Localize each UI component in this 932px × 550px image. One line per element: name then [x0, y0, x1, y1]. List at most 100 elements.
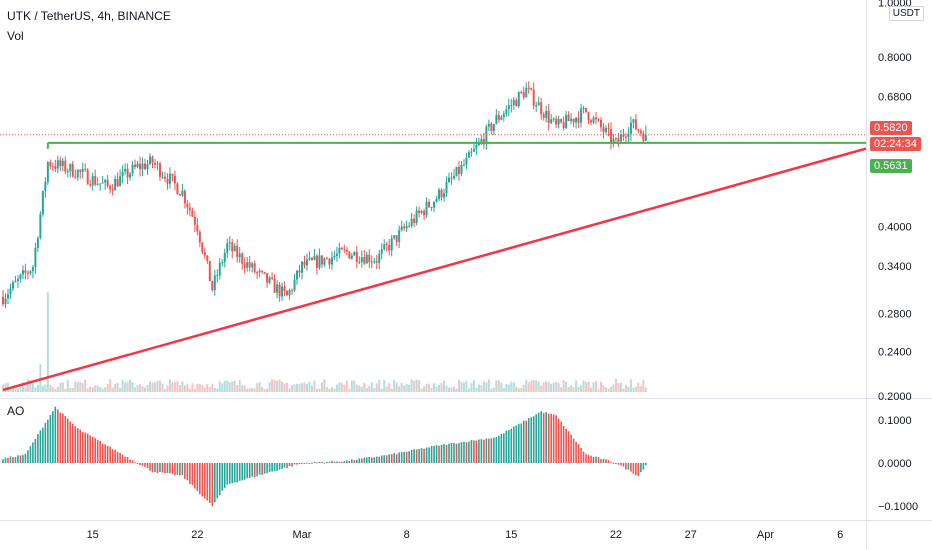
- volume-bar: [385, 386, 388, 392]
- ao-bar: [296, 463, 298, 465]
- candle-body: [168, 173, 171, 184]
- ao-bar: [488, 438, 490, 463]
- volume-bar: [186, 383, 189, 392]
- candle-body: [485, 126, 488, 145]
- candle-body: [51, 166, 54, 168]
- time-tick-label: 15: [505, 529, 517, 541]
- ao-bar: [485, 438, 488, 463]
- candle-body: [4, 298, 7, 305]
- volume-bar: [425, 383, 428, 392]
- candle-body: [24, 270, 27, 273]
- ao-bar: [278, 463, 281, 470]
- volume-bar: [178, 384, 181, 392]
- ao-bar: [590, 455, 592, 463]
- candle-body: [196, 224, 199, 232]
- candle-body: [592, 117, 595, 123]
- ao-bar: [218, 463, 221, 496]
- volume-bar: [609, 386, 612, 392]
- volume-bar: [114, 383, 117, 392]
- candle-body: [462, 164, 465, 166]
- candle-body: [293, 279, 296, 291]
- candle-body: [288, 290, 291, 296]
- ao-bar: [353, 460, 356, 463]
- candle-body: [291, 290, 294, 292]
- ao-bar: [106, 445, 109, 463]
- candle-body: [323, 258, 326, 265]
- ao-bar: [570, 434, 572, 463]
- ao-bar: [585, 454, 587, 463]
- volume-bar: [405, 383, 408, 392]
- volume-bar: [16, 388, 19, 392]
- ao-bar: [622, 463, 625, 467]
- candle-body: [555, 118, 558, 125]
- ao-bar: [328, 461, 331, 463]
- volume-bar: [495, 380, 498, 392]
- candle-body: [74, 176, 77, 178]
- candle-body: [335, 253, 338, 256]
- candle-body: [550, 119, 553, 124]
- volume-bar: [283, 383, 286, 392]
- volume-bar: [201, 385, 204, 392]
- candle-body: [530, 88, 533, 90]
- volume-bar: [74, 381, 77, 392]
- candle-body: [36, 238, 39, 249]
- volume-bar: [475, 387, 478, 392]
- ao-bar: [627, 463, 630, 470]
- ao-bar: [2, 459, 4, 463]
- volume-bar: [627, 386, 630, 392]
- time-tick-label: 27: [685, 529, 697, 541]
- volume-bar: [149, 381, 152, 392]
- volume-bar: [131, 382, 134, 392]
- candle-body: [455, 166, 458, 176]
- ao-bar: [642, 463, 645, 470]
- volume-bar: [109, 379, 112, 392]
- candle-body: [600, 119, 602, 128]
- ao-bar: [465, 442, 468, 463]
- volume-bar: [565, 381, 568, 392]
- volume-bar: [261, 386, 264, 392]
- volume-bar: [502, 387, 505, 392]
- volume-bar: [203, 387, 206, 392]
- volume-bar: [36, 384, 39, 392]
- ao-bar: [555, 415, 557, 463]
- candle-body: [111, 189, 114, 191]
- candle-body: [149, 156, 152, 164]
- ao-bar: [535, 414, 538, 463]
- candle-body: [156, 163, 159, 165]
- candle-body: [423, 211, 426, 216]
- currency-label[interactable]: USDT: [888, 6, 924, 21]
- ao-bar: [587, 454, 590, 463]
- candle-body: [515, 99, 518, 107]
- ao-bar: [525, 420, 528, 463]
- ao-bar: [194, 463, 196, 489]
- candle-body: [188, 207, 191, 211]
- candle-body: [31, 267, 34, 272]
- volume-bar: [243, 385, 246, 392]
- volume-bar: [263, 388, 266, 392]
- candle-body: [415, 210, 418, 223]
- volume-bar: [450, 387, 453, 392]
- volume-bar: [360, 386, 363, 392]
- candle-body: [333, 255, 336, 258]
- volume-bar: [89, 386, 92, 392]
- volume-bar: [106, 383, 109, 392]
- ao-bar: [79, 429, 82, 463]
- ao-bar: [258, 463, 261, 475]
- volume-bar: [104, 387, 107, 392]
- volume-bar: [61, 382, 64, 392]
- ao-bar: [271, 463, 273, 472]
- ao-bar: [455, 443, 458, 463]
- ao-bar: [216, 463, 219, 499]
- candle-body: [39, 214, 42, 239]
- candle-body: [644, 134, 647, 141]
- candle-body: [398, 230, 401, 242]
- time-tick-label: 15: [87, 529, 99, 541]
- candle-body: [430, 207, 433, 209]
- price-tick-label: 0.2400: [878, 346, 912, 358]
- ao-bar: [236, 463, 239, 483]
- ao-bar: [209, 463, 211, 503]
- candle-body: [238, 253, 241, 258]
- ao-bar: [430, 446, 433, 463]
- ao-bar: [32, 442, 34, 463]
